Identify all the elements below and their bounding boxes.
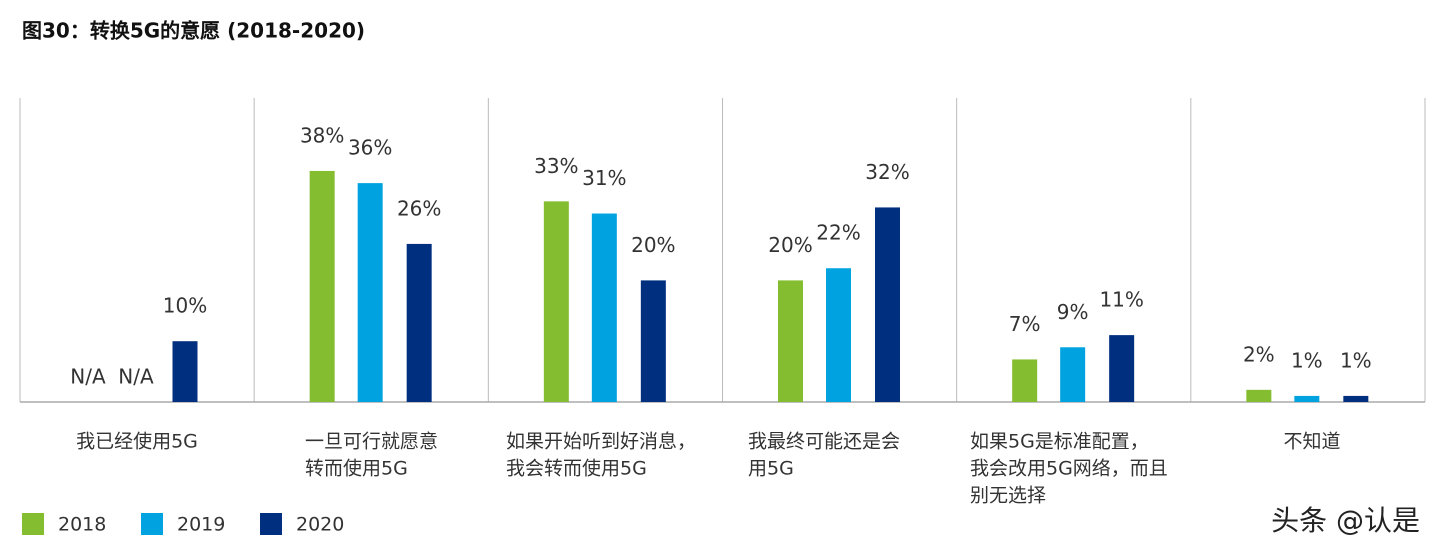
bar xyxy=(1343,395,1369,402)
bar xyxy=(309,170,335,402)
x-tick-label: 我最终可能还是会 xyxy=(748,431,900,453)
data-label: 10% xyxy=(163,294,207,318)
data-label: 1% xyxy=(1291,348,1323,372)
x-tick-label: 我已经使用5G xyxy=(76,431,198,453)
x-tick-label: 一旦可行就愿意 xyxy=(305,431,438,453)
data-label: N/A xyxy=(118,365,154,389)
legend-swatch xyxy=(141,513,163,535)
bar xyxy=(543,201,569,402)
data-label: 36% xyxy=(348,136,392,160)
bar xyxy=(406,243,432,402)
legend-label: 2018 xyxy=(58,514,106,536)
data-label: 11% xyxy=(1099,288,1143,312)
legend-label: 2020 xyxy=(296,514,344,536)
bar xyxy=(1246,389,1272,402)
bar xyxy=(1109,335,1135,402)
legend-swatch xyxy=(22,513,44,535)
data-label: 2% xyxy=(1243,342,1275,366)
x-tick-label: 如果5G是标准配置， xyxy=(970,431,1149,453)
data-label: 20% xyxy=(768,233,812,257)
x-tick-label: 转而使用5G xyxy=(305,458,408,480)
data-label: 9% xyxy=(1057,300,1089,324)
watermark: 头条 @认是 xyxy=(1271,504,1420,537)
data-label: 26% xyxy=(397,196,441,220)
bar xyxy=(826,268,851,402)
bar xyxy=(1060,347,1086,402)
data-label: N/A xyxy=(70,365,106,389)
x-tick-label: 我会改用5G网络，而且 xyxy=(970,458,1168,480)
x-tick-label: 用5G xyxy=(748,458,794,480)
bar xyxy=(1294,395,1320,402)
legend-label: 2019 xyxy=(177,514,225,536)
data-label: 20% xyxy=(631,233,675,257)
bar xyxy=(778,280,803,402)
data-label: 33% xyxy=(534,154,578,178)
bar xyxy=(1012,359,1038,402)
bar xyxy=(172,341,198,402)
x-tick-label: 我会转而使用5G xyxy=(506,458,647,480)
bar xyxy=(875,207,900,402)
legend-swatch xyxy=(260,513,282,535)
data-label: 38% xyxy=(300,123,344,147)
bar xyxy=(591,213,617,402)
data-label: 32% xyxy=(865,160,909,184)
data-label: 7% xyxy=(1009,312,1041,336)
data-label: 22% xyxy=(816,221,860,245)
x-tick-label: 别无选择 xyxy=(970,485,1046,507)
bar xyxy=(357,183,383,402)
data-label: 31% xyxy=(582,166,626,190)
bar xyxy=(640,280,666,402)
data-label: 1% xyxy=(1340,348,1372,372)
x-tick-label: 如果开始听到好消息， xyxy=(506,431,696,453)
x-tick-label: 不知道 xyxy=(1283,431,1340,453)
chart-title: 图30：转换5G的意愿 (2018-2020) xyxy=(22,19,365,43)
